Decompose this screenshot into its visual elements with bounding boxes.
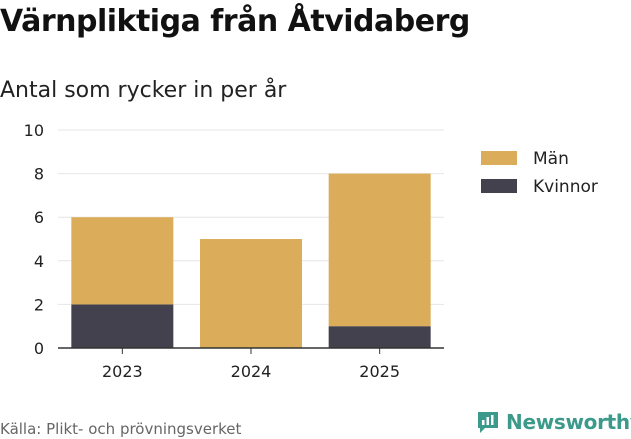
brand-name: Newsworthy [506, 410, 631, 434]
stacked-bar-chart: 0 2 4 6 8 10 2023 2024 2025 Män Kvinnor [24, 121, 598, 381]
y-tick-label: 6 [34, 208, 44, 227]
bar-women-2025 [328, 326, 431, 348]
legend-swatch-women [481, 179, 517, 193]
x-tick-label: 2023 [102, 362, 143, 381]
source-note: Källa: Plikt- och prövningsverket [0, 420, 242, 438]
y-tick-label: 4 [34, 252, 44, 271]
legend-label-men: Män [533, 149, 569, 169]
bar-men-2025 [328, 173, 431, 327]
y-tick-label: 8 [34, 165, 44, 184]
y-tick-label: 10 [24, 121, 44, 140]
chart-subtitle: Antal som rycker in per år [0, 78, 287, 103]
legend-swatch-men [481, 151, 517, 165]
bar-women-2023 [71, 304, 174, 348]
chart-title: Värnpliktiga från Åtvidaberg [0, 4, 470, 39]
y-tick-label: 0 [34, 339, 44, 358]
y-tick-label: 2 [34, 295, 44, 314]
x-tick-label: 2024 [231, 362, 272, 381]
legend-label-women: Kvinnor [533, 177, 598, 197]
bar-men-2024 [200, 239, 302, 348]
newsworthy-logo-icon [478, 412, 498, 433]
x-tick-label: 2025 [359, 362, 400, 381]
brand-logo[interactable]: Newsworthy [476, 407, 631, 437]
bar-men-2023 [71, 217, 174, 305]
